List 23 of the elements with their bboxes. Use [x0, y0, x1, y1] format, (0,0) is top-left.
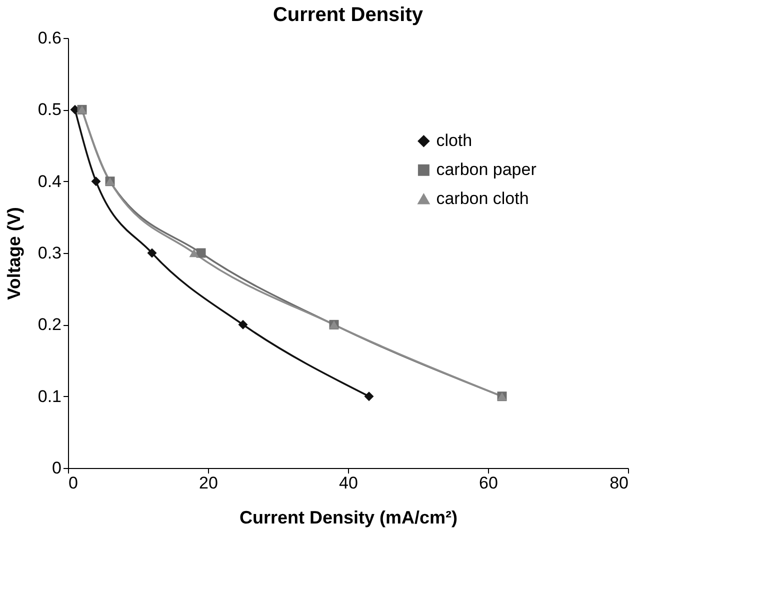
point — [364, 392, 374, 402]
x-tick-label: 0 — [68, 474, 78, 492]
legend-label: carbon paper — [436, 160, 537, 180]
x-tick-label: 60 — [479, 474, 498, 492]
y-tick-label: 0.2 — [38, 315, 62, 334]
y-tick-label: 0.1 — [38, 386, 62, 406]
chart-title: Current Density — [272, 4, 424, 26]
y-axis-title: Voltage (V) — [4, 207, 24, 300]
y-tick-label: 0.6 — [38, 28, 62, 48]
y-tick-label: 0.3 — [38, 244, 62, 262]
y-tick-label: 0.4 — [38, 172, 62, 191]
point — [189, 248, 199, 258]
y-tick-label: 0.5 — [38, 100, 62, 120]
legend-label: cloth — [436, 131, 472, 150]
x-axis-title: Current Density (mA/cm²) — [239, 508, 458, 528]
point — [238, 320, 248, 330]
x-tick-label: 20 — [199, 474, 218, 492]
x-tick-label: 40 — [339, 474, 358, 492]
y-tick-label: 0 — [52, 458, 62, 478]
x-tick-label: 80 — [610, 474, 628, 492]
point — [91, 176, 101, 186]
legend-label: carbon cloth — [436, 189, 529, 208]
point — [147, 248, 157, 258]
